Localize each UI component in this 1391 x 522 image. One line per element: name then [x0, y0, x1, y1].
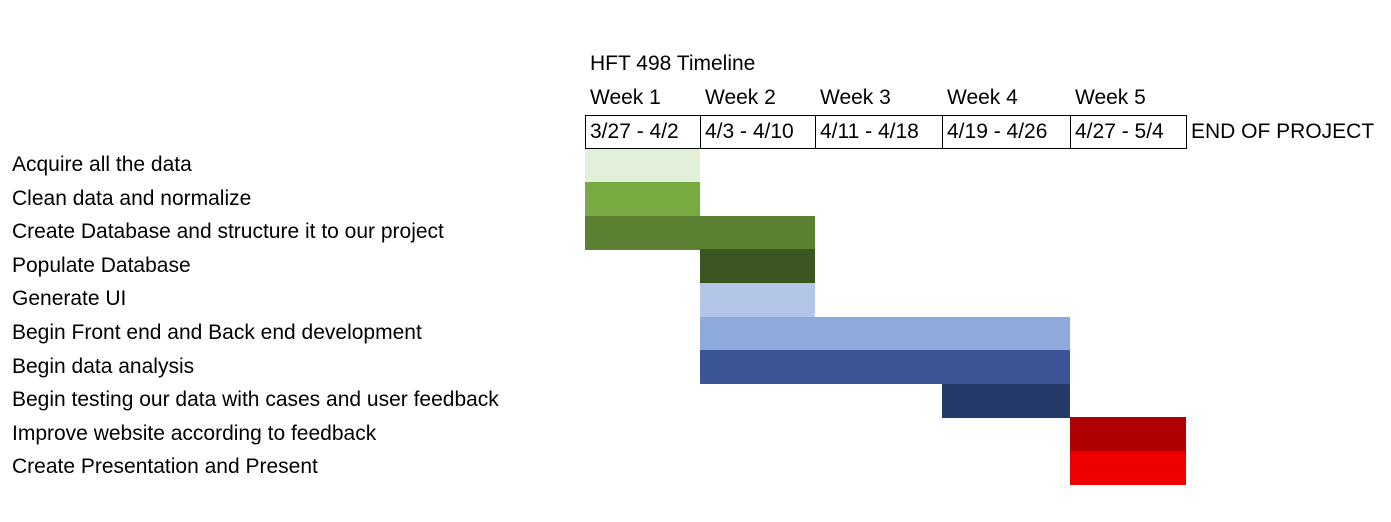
task-label: Acquire all the data: [12, 153, 192, 176]
chart-title: HFT 498 Timeline: [590, 52, 756, 75]
week-date-range: 4/27 - 5/4: [1070, 115, 1187, 149]
gantt-bar: [700, 282, 815, 317]
gantt-bar: [585, 148, 700, 183]
gantt-bar: [700, 249, 815, 284]
week-label: Week 2: [705, 86, 776, 109]
task-label: Create Presentation and Present: [12, 455, 318, 479]
week-label: Week 1: [590, 86, 661, 109]
gantt-bar: [585, 182, 700, 217]
week-date-range: 4/19 - 4/26: [942, 115, 1071, 149]
task-label: Create Database and structure it to our …: [12, 220, 444, 244]
gantt-bar: [1070, 450, 1186, 485]
gantt-bar: [942, 383, 1070, 418]
gantt-bar: [700, 350, 1070, 385]
gantt-bar: [1070, 417, 1186, 452]
week-label: Week 5: [1075, 86, 1146, 109]
task-label: Begin Front end and Back end development: [12, 321, 422, 344]
task-label: Improve website according to feedback: [12, 421, 377, 445]
task-label: Begin testing our data with cases and us…: [12, 388, 499, 412]
task-label: Begin data analysis: [12, 354, 195, 378]
gantt-bar: [585, 215, 815, 250]
week-label: Week 3: [820, 86, 891, 109]
task-label: Clean data and normalize: [12, 186, 252, 210]
task-label: Generate UI: [12, 287, 127, 311]
week-label: Week 4: [947, 86, 1018, 109]
week-date-range: 4/11 - 4/18: [815, 115, 943, 149]
task-label: Populate Database: [12, 253, 191, 277]
end-of-project-label: END OF PROJECT: [1191, 120, 1375, 143]
week-date-range: 3/27 - 4/2: [585, 115, 701, 149]
week-date-range: 4/3 - 4/10: [700, 115, 816, 149]
gantt-bar: [700, 316, 1070, 351]
